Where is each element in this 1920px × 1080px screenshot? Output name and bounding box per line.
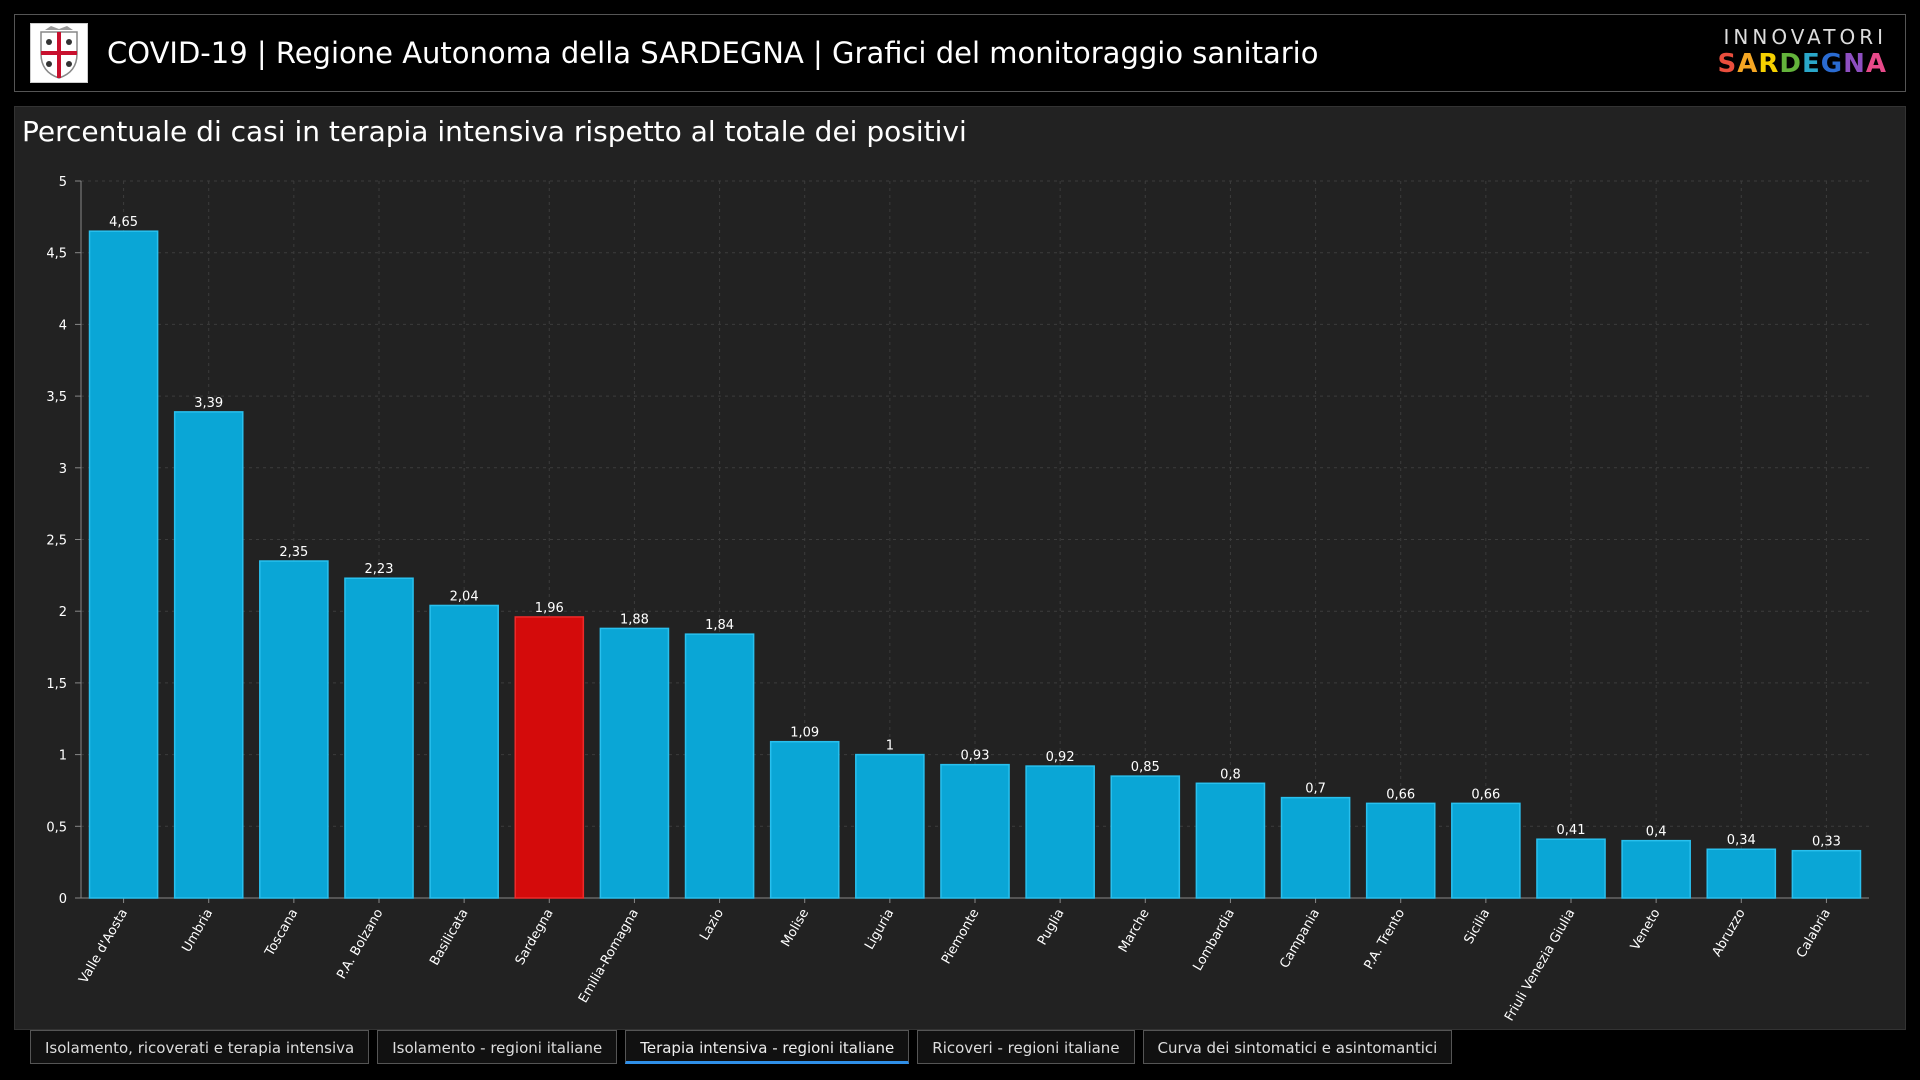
chart-panel: Percentuale di casi in terapia intensiva… <box>14 106 1906 1030</box>
bar-valle-d-aosta[interactable] <box>88 230 159 899</box>
brand-logo: INNOVATORI SARDEGNA <box>1718 25 1887 79</box>
y-tick-label: 3 <box>59 462 67 477</box>
bar-emilia-romagna[interactable] <box>599 627 670 899</box>
data-labels: 4,65 3,39 2,35 2,23 2,04 1,96 1,88 1,84 1,09 1 0,9… <box>109 215 1841 849</box>
bar-piemonte[interactable] <box>940 763 1010 899</box>
data-label: 1,09 <box>790 726 819 741</box>
tab-bar: Isolamento, ricoverati e terapia intensi… <box>30 1030 1453 1066</box>
y-tick-label: 2 <box>59 605 67 620</box>
y-tick-label: 2,5 <box>46 534 67 549</box>
data-label: 0,34 <box>1727 833 1756 848</box>
x-tick-label: Emilia-Romagna <box>576 907 642 1006</box>
bar-puglia[interactable] <box>1025 765 1095 899</box>
bar-basilicata[interactable] <box>429 604 499 899</box>
tab-isolamento-regioni[interactable]: Isolamento - regioni italiane <box>377 1030 618 1064</box>
x-tick-label: Campania <box>1277 907 1323 971</box>
data-label: 0,33 <box>1812 835 1841 850</box>
tab-isolamento-ricoverati[interactable]: Isolamento, ricoverati e terapia intensi… <box>30 1030 370 1064</box>
data-label: 0,8 <box>1220 767 1241 782</box>
bar-p-a-bolzano[interactable] <box>344 577 414 899</box>
bar-molise[interactable] <box>769 740 840 899</box>
x-tick-label: Basilicata <box>427 907 471 969</box>
x-tick-label: Lazio <box>697 906 727 943</box>
bar-toscana[interactable] <box>259 560 329 899</box>
data-label: 0,66 <box>1386 787 1415 802</box>
bar-umbria[interactable] <box>173 411 244 899</box>
tab-curva-sintomatici[interactable]: Curva dei sintomatici e asintomantici <box>1142 1030 1453 1064</box>
bar-sardegna[interactable] <box>514 616 585 899</box>
x-tick-label: Molise <box>779 907 813 950</box>
x-tick-label: Puglia <box>1035 907 1068 949</box>
x-tick-label: Marche <box>1116 907 1153 956</box>
data-label: 4,65 <box>109 215 138 230</box>
x-tick-label: Sicilia <box>1461 907 1493 947</box>
x-tick-label: Sardegna <box>513 907 557 968</box>
bar-calabria[interactable] <box>1791 849 1862 899</box>
x-tick-label: Lombardia <box>1191 907 1238 974</box>
x-tick-label: Valle d'Aosta <box>76 907 131 987</box>
bar-sicilia[interactable] <box>1451 802 1521 899</box>
y-tick-label: 3,5 <box>46 390 67 405</box>
tab-terapia-intensiva-regioni[interactable]: Terapia intensiva - regioni italiane <box>625 1030 910 1064</box>
header-bar: COVID-19 | Regione Autonoma della SARDEG… <box>14 14 1906 92</box>
x-tick-label: P.A. Bolzano <box>334 906 386 981</box>
data-label: 2,35 <box>279 545 308 560</box>
data-label: 0,7 <box>1305 782 1326 797</box>
data-label: 1,84 <box>705 618 734 633</box>
x-tick-label: Liguria <box>862 907 897 953</box>
y-tick-label: 4,5 <box>46 247 67 262</box>
data-label: 1 <box>886 739 894 754</box>
x-tick-label: Piemonte <box>939 907 983 967</box>
data-label: 0,92 <box>1046 750 1075 765</box>
bar-p-a-trento[interactable] <box>1365 802 1436 899</box>
x-tick-label: Abruzzo <box>1710 906 1749 959</box>
bar-lazio[interactable] <box>684 633 755 899</box>
x-tick-label: P.A. Trento <box>1362 906 1409 972</box>
data-label: 3,39 <box>194 396 223 411</box>
data-label: 0,85 <box>1131 760 1160 775</box>
x-tick-label: Toscana <box>262 907 301 960</box>
data-label: 0,41 <box>1557 823 1586 838</box>
bar-liguria[interactable] <box>855 753 925 899</box>
chart-title: Percentuale di casi in terapia intensiva… <box>22 115 967 148</box>
y-tick-label: 1,5 <box>46 677 67 692</box>
data-label: 0,93 <box>961 749 990 764</box>
bar-friuli-venezia-giulia[interactable] <box>1536 838 1606 899</box>
coat-of-arms-icon <box>40 26 78 79</box>
x-tick-label: Veneto <box>1628 906 1664 953</box>
x-tick-label: Friuli Venezia Giulia <box>1502 907 1578 1024</box>
brand-top-text: INNOVATORI <box>1723 25 1887 49</box>
x-axis-labels: Valle d'Aosta Umbria Toscana P.A. Bolzano Ba… <box>76 906 1834 1023</box>
y-tick-label: 4 <box>59 318 67 333</box>
y-tick-label: 0 <box>59 892 67 907</box>
brand-bottom-text: SARDEGNA <box>1717 49 1887 79</box>
app-title: COVID-19 | Regione Autonoma della SARDEG… <box>107 36 1319 70</box>
bar-abruzzo[interactable] <box>1706 848 1777 899</box>
y-tick-label: 1 <box>59 749 67 764</box>
data-label: 0,66 <box>1471 787 1500 802</box>
bar-campania[interactable] <box>1280 796 1351 899</box>
data-label: 2,23 <box>365 562 394 577</box>
bar-veneto[interactable] <box>1621 839 1691 899</box>
bar-chart: Percentuale di casi in terapia intensiva… <box>22 115 1869 1024</box>
x-tick-label: Umbria <box>180 907 217 956</box>
x-tick-label: Calabria <box>1794 907 1834 961</box>
region-logo <box>30 23 88 83</box>
bar-marche[interactable] <box>1110 775 1181 899</box>
data-label: 1,88 <box>620 612 649 627</box>
bars <box>88 230 1862 899</box>
data-label: 0,4 <box>1646 825 1667 840</box>
tab-ricoveri-regioni[interactable]: Ricoveri - regioni italiane <box>917 1030 1135 1064</box>
data-label: 1,96 <box>535 601 564 616</box>
data-label: 2,04 <box>450 589 479 604</box>
bar-lombardia[interactable] <box>1195 782 1266 899</box>
y-tick-label: 5 <box>59 175 67 190</box>
y-tick-label: 0,5 <box>46 820 67 835</box>
